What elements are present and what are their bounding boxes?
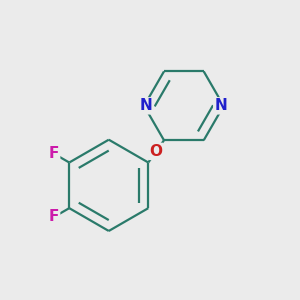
Text: N: N (214, 98, 227, 113)
Text: O: O (150, 144, 163, 159)
Text: F: F (49, 146, 59, 161)
Text: N: N (140, 98, 153, 113)
Text: F: F (49, 209, 59, 224)
